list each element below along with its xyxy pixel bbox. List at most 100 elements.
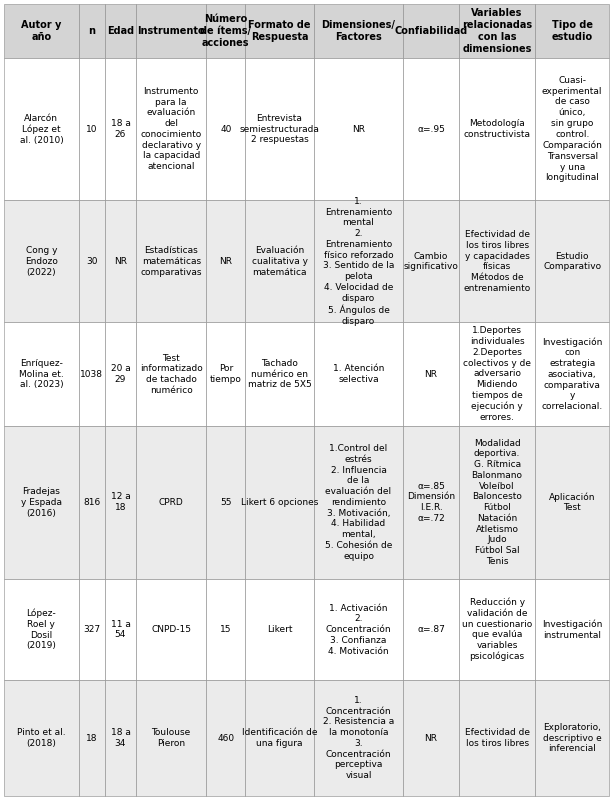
Bar — [403, 201, 459, 322]
Bar — [314, 579, 403, 680]
Text: 18 a
26: 18 a 26 — [110, 119, 131, 139]
Text: Tipo de
estudio: Tipo de estudio — [552, 20, 593, 42]
Text: α=.85
Dimensión
I.E.R.
α=.72: α=.85 Dimensión I.E.R. α=.72 — [407, 482, 455, 523]
Bar — [314, 426, 403, 579]
Bar — [105, 58, 136, 201]
Bar — [79, 322, 105, 426]
Bar — [536, 322, 609, 426]
Bar — [105, 322, 136, 426]
Bar — [314, 322, 403, 426]
Bar — [403, 680, 459, 796]
Bar — [136, 201, 207, 322]
Bar — [136, 322, 207, 426]
Text: α=.95: α=.95 — [417, 125, 445, 134]
Bar — [207, 426, 245, 579]
Text: Autor y
año: Autor y año — [21, 20, 61, 42]
Text: 10: 10 — [86, 125, 97, 134]
Text: 18 a
34: 18 a 34 — [110, 728, 131, 748]
Bar — [245, 58, 314, 201]
Bar — [4, 426, 79, 579]
Bar — [403, 58, 459, 201]
Text: Cong y
Endozo
(2022): Cong y Endozo (2022) — [25, 246, 58, 277]
Bar — [403, 426, 459, 579]
Bar — [136, 58, 207, 201]
Bar — [79, 4, 105, 58]
Bar — [207, 579, 245, 680]
Text: Modalidad
deportiva.
G. Rítmica
Balonmano
Voleíbol
Baloncesto
Fútbol
Natación
At: Modalidad deportiva. G. Rítmica Balonman… — [471, 438, 523, 566]
Text: 460: 460 — [217, 734, 234, 742]
Text: Número
de ítems/
acciones: Número de ítems/ acciones — [200, 14, 251, 48]
Text: Identificación de
una figura: Identificación de una figura — [242, 728, 318, 748]
Bar — [314, 4, 403, 58]
Bar — [207, 322, 245, 426]
Bar — [136, 579, 207, 680]
Text: 1. Atención
selectiva: 1. Atención selectiva — [333, 364, 384, 384]
Bar — [536, 58, 609, 201]
Text: Alarcón
López et
al. (2010): Alarcón López et al. (2010) — [20, 114, 63, 145]
Bar — [79, 579, 105, 680]
Text: Cuasi-
experimental
de caso
único,
sin grupo
control.
Comparación
Transversal
y : Cuasi- experimental de caso único, sin g… — [542, 76, 603, 182]
Bar — [4, 579, 79, 680]
Bar — [4, 58, 79, 201]
Bar — [314, 680, 403, 796]
Bar — [245, 680, 314, 796]
Bar — [314, 201, 403, 322]
Text: Investigación
instrumental: Investigación instrumental — [542, 619, 603, 640]
Text: Likert 6 opciones: Likert 6 opciones — [241, 498, 318, 507]
Bar — [459, 322, 536, 426]
Text: Estadísticas
matemáticas
comparativas: Estadísticas matemáticas comparativas — [140, 246, 202, 277]
Text: Edad: Edad — [107, 26, 134, 36]
Text: 1.
Concentración
2. Resistencia a
la monotonía
3.
Concentración
perceptiva
visua: 1. Concentración 2. Resistencia a la mon… — [323, 696, 394, 780]
Text: Confiabilidad: Confiabilidad — [394, 26, 468, 36]
Bar — [459, 201, 536, 322]
Text: NR: NR — [425, 734, 438, 742]
Bar — [536, 426, 609, 579]
Text: Enríquez-
Molina et.
al. (2023): Enríquez- Molina et. al. (2023) — [19, 359, 64, 390]
Bar — [4, 4, 79, 58]
Text: 1.
Entrenamiento
mental
2.
Entrenamiento
físico reforzado
3. Sentido de la
pelot: 1. Entrenamiento mental 2. Entrenamiento… — [323, 197, 394, 326]
Bar — [536, 680, 609, 796]
Text: Estudio
Comparativo: Estudio Comparativo — [543, 251, 601, 271]
Text: Entrevista
semiestructurada
2 respuestas: Entrevista semiestructurada 2 respuestas — [240, 114, 319, 144]
Text: 40: 40 — [220, 125, 232, 134]
Text: Fradejas
y Espada
(2016): Fradejas y Espada (2016) — [21, 487, 62, 518]
Text: Instrumento
para la
evaluación
del
conocimiento
declarativo y
la capacidad
atenc: Instrumento para la evaluación del conoc… — [140, 87, 202, 171]
Text: 15: 15 — [220, 625, 232, 634]
Text: NR: NR — [425, 370, 438, 378]
Bar — [459, 680, 536, 796]
Bar — [245, 201, 314, 322]
Text: 327: 327 — [83, 625, 101, 634]
Bar — [314, 58, 403, 201]
Text: Investigación
con
estrategia
asociativa,
comparativa
y
correlacional.: Investigación con estrategia asociativa,… — [542, 337, 603, 411]
Bar — [245, 426, 314, 579]
Text: 1038: 1038 — [80, 370, 104, 378]
Bar — [403, 322, 459, 426]
Bar — [245, 322, 314, 426]
Bar — [105, 426, 136, 579]
Bar — [79, 201, 105, 322]
Text: Metodología
constructivista: Metodología constructivista — [463, 119, 531, 139]
Bar — [79, 680, 105, 796]
Text: NR: NR — [219, 257, 232, 266]
Bar — [105, 4, 136, 58]
Text: Dimensiones/
Factores: Dimensiones/ Factores — [322, 20, 395, 42]
Text: 1.Deportes
individuales
2.Deportes
colectivos y de
adversario
Midiendo
tiempos d: 1.Deportes individuales 2.Deportes colec… — [463, 326, 531, 422]
Text: 55: 55 — [220, 498, 232, 507]
Text: Formato de
Respuesta: Formato de Respuesta — [248, 20, 311, 42]
Text: 1. Activación
2.
Concentración
3. Confianza
4. Motivación: 1. Activación 2. Concentración 3. Confia… — [326, 603, 391, 655]
Bar — [245, 4, 314, 58]
Bar — [207, 4, 245, 58]
Text: α=.87: α=.87 — [417, 625, 445, 634]
Bar — [403, 4, 459, 58]
Text: 816: 816 — [83, 498, 101, 507]
Bar — [105, 680, 136, 796]
Text: Cambio
significativo: Cambio significativo — [403, 251, 459, 271]
Text: Toulouse
Pieron: Toulouse Pieron — [151, 728, 191, 748]
Bar — [136, 426, 207, 579]
Bar — [536, 4, 609, 58]
Text: 30: 30 — [86, 257, 97, 266]
Text: 20 a
29: 20 a 29 — [110, 364, 131, 384]
Text: NR: NR — [114, 257, 127, 266]
Bar — [207, 680, 245, 796]
Text: Pinto et al.
(2018): Pinto et al. (2018) — [17, 728, 66, 748]
